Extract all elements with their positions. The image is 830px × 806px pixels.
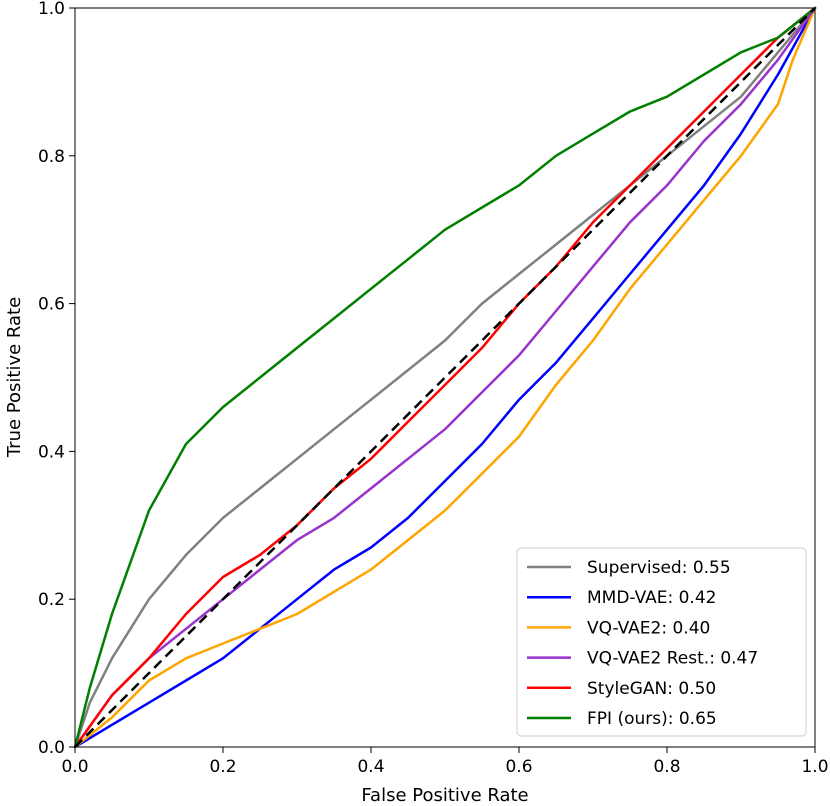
x-axis-label: False Positive Rate (361, 785, 528, 806)
series-line-supervised (73, 6, 817, 749)
curves-layer (73, 6, 817, 749)
legend-entry-label: StyleGAN: 0.50 (587, 679, 716, 699)
x-axis-ticks: 0.0 0.2 0.4 0.6 0.8 1.0 (61, 747, 829, 777)
legend-entry-label: MMD-VAE: 0.42 (587, 588, 716, 608)
y-tick-label: 0.6 (38, 295, 65, 315)
legend: Supervised: 0.55 MMD-VAE: 0.42 VQ-VAE2: 0.… (516, 547, 807, 737)
legend-entry-label: FPI (ours): 0.65 (587, 709, 717, 729)
x-tick-label: 1.0 (801, 757, 828, 777)
y-axis-ticks: 0.0 0.2 0.4 0.6 0.8 1.0 (38, 0, 75, 758)
legend-entry-label: VQ-VAE2 Rest.: 0.47 (587, 649, 758, 669)
y-tick-label: 0.0 (38, 738, 65, 758)
y-tick-label: 0.4 (38, 442, 65, 462)
x-tick-label: 0.0 (61, 757, 88, 777)
series-line-fpi-ours (73, 6, 817, 749)
y-axis-label: True Positive Rate (4, 297, 25, 458)
legend-entry-label: Supervised: 0.55 (587, 558, 731, 578)
y-tick-label: 0.8 (38, 147, 65, 167)
x-tick-label: 0.4 (357, 757, 384, 777)
plot-frame (74, 7, 816, 748)
x-tick-label: 0.6 (505, 757, 532, 777)
series-line-vq-vae2 (73, 6, 817, 749)
legend-box (516, 547, 807, 737)
x-tick-label: 0.2 (209, 757, 236, 777)
series-line-mmd-vae (73, 6, 817, 749)
y-tick-label: 0.2 (38, 590, 65, 610)
chance-diagonal-line (74, 7, 816, 748)
x-tick-label: 0.8 (653, 757, 680, 777)
legend-entry-label: VQ-VAE2: 0.40 (587, 618, 710, 638)
y-tick-label: 1.0 (38, 0, 65, 19)
series-line-vq-vae2-rest (73, 6, 817, 749)
series-line-stylegan (73, 6, 817, 749)
